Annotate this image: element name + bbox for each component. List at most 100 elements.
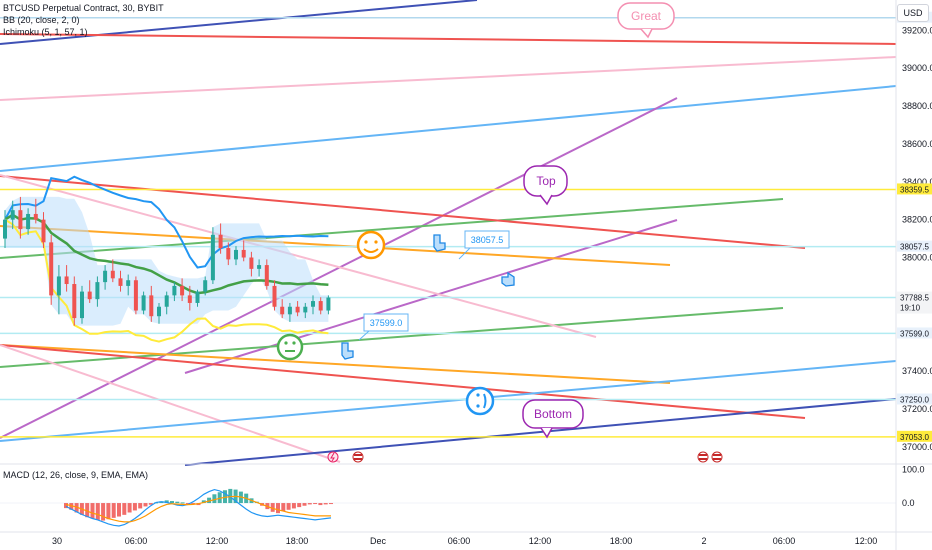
candle-2[interactable]	[18, 196, 23, 239]
candle-34[interactable]	[264, 259, 269, 290]
macd-tick-label-1: 0.0	[902, 498, 915, 508]
price-tag-6[interactable]: 37053.0	[897, 430, 932, 442]
candle-body-38	[295, 306, 300, 313]
candle-body-6	[49, 242, 54, 296]
annotation-layer: Great Top Bottom 38057.5 37599.0	[276, 2, 723, 463]
candle-27[interactable]	[210, 227, 215, 285]
macd-legend[interactable]: MACD (12, 26, close, 9, EMA, EMA)	[3, 470, 149, 480]
time-axis[interactable]: 30 06:00 12:00 18:00 Dec 06:00 12:00 18:00 2 06:0…	[52, 536, 877, 546]
candle-26[interactable]	[203, 276, 208, 296]
candle-24[interactable]	[187, 285, 192, 311]
candle-13[interactable]	[103, 265, 108, 290]
macd-hist-bar-1	[69, 503, 74, 510]
candle-39[interactable]	[303, 302, 308, 319]
candle-38[interactable]	[295, 301, 300, 317]
trendline-pink-diag[interactable]	[0, 174, 597, 338]
candle-1[interactable]	[10, 200, 15, 230]
candle-16[interactable]	[126, 274, 131, 296]
trendline-navy-bottom[interactable]	[184, 398, 897, 466]
symbol-legend[interactable]: BTCUSD Perpetual Contract, 30, BYBIT	[3, 3, 164, 13]
macd-hist-bar-40	[276, 503, 280, 514]
candle-20[interactable]	[157, 302, 161, 324]
candle-40[interactable]	[311, 295, 315, 315]
callout-37599[interactable]: 37599.0	[358, 313, 409, 341]
candle-19[interactable]	[149, 285, 154, 322]
us-flag-event-icon-3[interactable]	[711, 451, 723, 463]
macd-hist-bar-2	[74, 503, 79, 513]
candle-21[interactable]	[164, 291, 169, 315]
candle-6[interactable]	[49, 234, 54, 305]
price-tag-3[interactable]: 37788.519:10	[897, 291, 932, 314]
candle-body-39	[303, 306, 308, 313]
trendline-red-lower[interactable]	[0, 344, 806, 419]
ichimoku-legend[interactable]: Ichimoku (5, 1, 57, 1)	[3, 27, 88, 37]
candle-15[interactable]	[118, 270, 123, 292]
candle-0[interactable]	[3, 210, 7, 249]
time-tick-label-2: 12:00	[206, 536, 229, 546]
great-callout[interactable]: Great	[617, 2, 675, 39]
trendline-blue-upper[interactable]	[0, 85, 897, 172]
candle-3[interactable]	[26, 208, 31, 235]
candle-18[interactable]	[141, 291, 146, 315]
trendline-green-upper[interactable]	[0, 198, 784, 259]
top-callout[interactable]: Top	[523, 165, 568, 206]
candle-23[interactable]	[180, 278, 185, 302]
price-tag-bg-6	[897, 430, 932, 442]
bottom-callout[interactable]: Bottom	[522, 399, 584, 439]
candle-11[interactable]	[87, 280, 92, 303]
callout-38057[interactable]: 38057.5	[458, 230, 510, 260]
us-flag-event-icon-2[interactable]	[697, 451, 709, 463]
candle-28[interactable]	[218, 223, 223, 254]
price-tag-2[interactable]: 38057.5	[897, 240, 932, 252]
candle-body-17	[133, 280, 138, 311]
trendline-navy-top[interactable]	[0, 0, 478, 45]
candle-17[interactable]	[133, 276, 138, 315]
candle-25[interactable]	[195, 289, 200, 307]
candle-32[interactable]	[249, 251, 254, 277]
candle-10[interactable]	[80, 285, 84, 324]
macd-hist-bar-12	[127, 503, 132, 513]
candle-body-35	[272, 285, 277, 307]
candle-33[interactable]	[257, 259, 262, 277]
candle-36[interactable]	[280, 299, 285, 319]
candle-30[interactable]	[234, 246, 238, 266]
us-flag-event-icon[interactable]	[352, 451, 364, 463]
trendline-red-top[interactable]	[0, 33, 897, 45]
price-tag-5[interactable]: 37250.0	[897, 393, 932, 405]
candle-37[interactable]	[287, 302, 292, 322]
price-tick-label-7: 37400.0	[902, 366, 932, 376]
currency-button[interactable]: USD	[897, 4, 929, 22]
candles-layer	[3, 196, 331, 326]
trendline-pink-top[interactable]	[0, 56, 897, 101]
price-tag-text-6: 37053.0	[900, 433, 929, 442]
price-tag-4[interactable]: 37599.0	[897, 327, 932, 339]
time-tick-label-0: 30	[52, 536, 62, 546]
bb-legend[interactable]: BB (20, close, 2, 0)	[3, 15, 80, 25]
candle-7[interactable]	[56, 265, 61, 315]
price-tag-bg-2	[897, 240, 932, 252]
time-tick-label-8: 2	[701, 536, 706, 546]
candle-8[interactable]	[64, 265, 69, 292]
trendline-pink-lower[interactable]	[0, 344, 341, 463]
macd-hist-bar-0	[64, 503, 68, 509]
candle-12[interactable]	[95, 276, 100, 307]
candle-35[interactable]	[272, 280, 277, 311]
candle-42[interactable]	[326, 295, 331, 315]
trendline-orange-upper[interactable]	[0, 225, 671, 266]
candle-22[interactable]	[172, 282, 177, 302]
candle-41[interactable]	[318, 297, 323, 315]
candle-body-32	[249, 257, 254, 269]
candle-14[interactable]	[110, 259, 115, 283]
candle-4[interactable]	[33, 198, 38, 224]
time-tick-label-4: Dec	[370, 536, 387, 546]
candle-9[interactable]	[72, 276, 77, 326]
price-tag-1[interactable]: 38359.5	[897, 183, 932, 195]
candle-29[interactable]	[226, 242, 231, 266]
trendline-red-upper[interactable]	[0, 175, 806, 249]
lightning-event-icon[interactable]	[327, 451, 339, 463]
candle-31[interactable]	[241, 240, 246, 262]
candle-5[interactable]	[41, 212, 46, 249]
trendline-orange-lower[interactable]	[0, 344, 671, 384]
trendline-blue-lower[interactable]	[0, 360, 897, 442]
